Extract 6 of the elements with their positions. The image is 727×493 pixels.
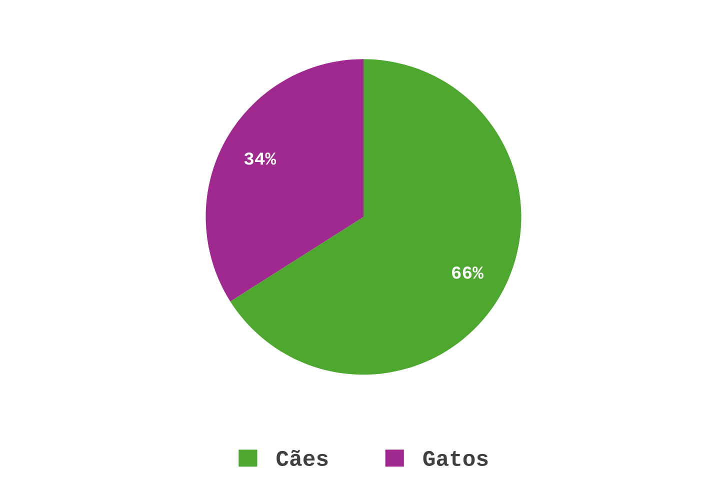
legend-label: Gatos <box>423 450 488 466</box>
pie-slice <box>206 59 364 302</box>
data-label: 66% <box>452 266 484 279</box>
pie-slice <box>230 59 522 375</box>
data-label: 34% <box>244 152 276 165</box>
legend-label: Cães <box>276 450 328 466</box>
